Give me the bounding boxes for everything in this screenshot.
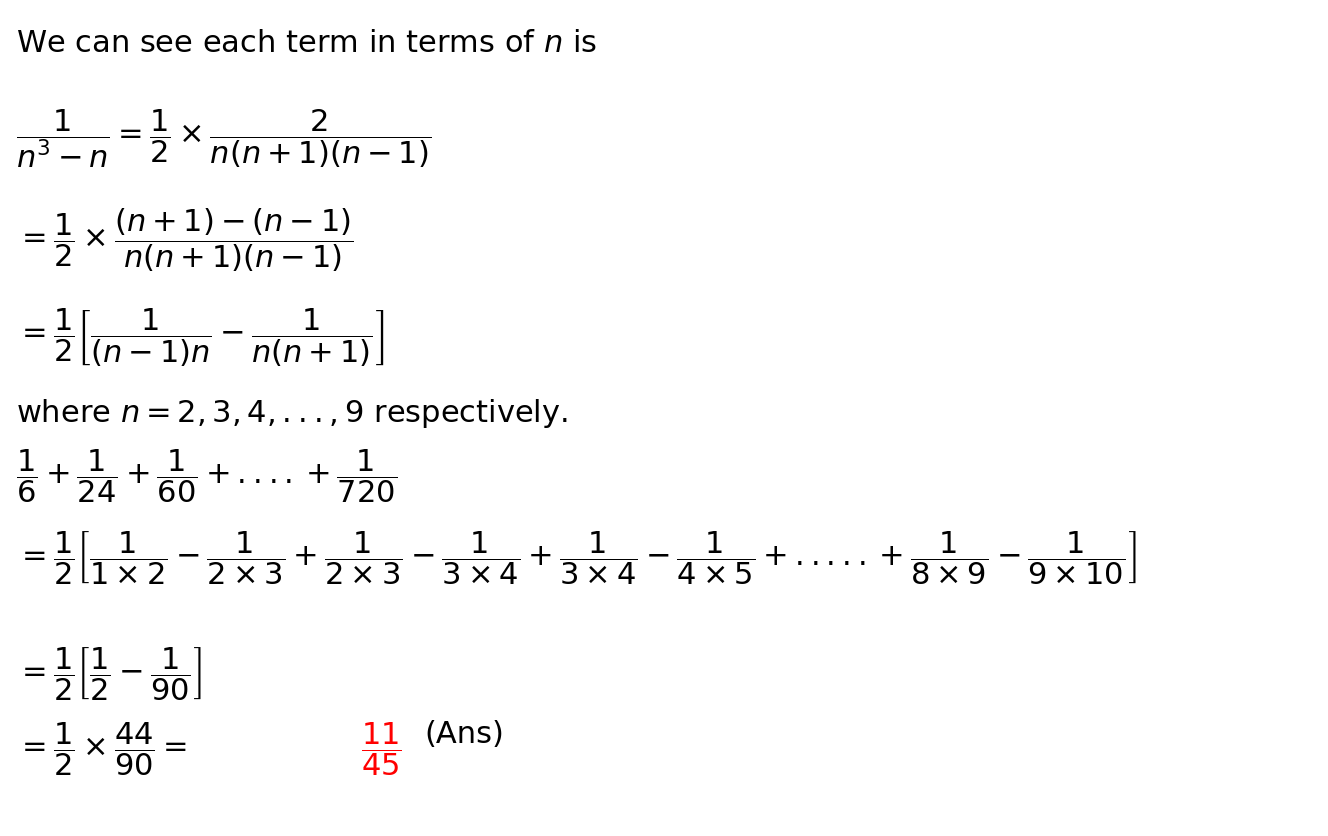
- Text: $= \dfrac{1}{2} \times \dfrac{44}{90} = $: $= \dfrac{1}{2} \times \dfrac{44}{90} = …: [16, 720, 187, 777]
- Text: $= \dfrac{1}{2}\left[\dfrac{1}{1\times 2} - \dfrac{1}{2\times 3} + \dfrac{1}{2\t: $= \dfrac{1}{2}\left[\dfrac{1}{1\times 2…: [16, 530, 1137, 587]
- Text: $= \dfrac{1}{2}\left[\dfrac{1}{2} - \dfrac{1}{90}\right]$: $= \dfrac{1}{2}\left[\dfrac{1}{2} - \dfr…: [16, 645, 203, 703]
- Text: We can see each term in terms of $n$ is: We can see each term in terms of $n$ is: [16, 29, 598, 58]
- Text: (Ans): (Ans): [425, 720, 505, 749]
- Text: $\dfrac{11}{45}$: $\dfrac{11}{45}$: [361, 720, 402, 777]
- Text: $= \dfrac{1}{2}\left[\dfrac{1}{(n-1)n} - \dfrac{1}{n(n+1)}\right]$: $= \dfrac{1}{2}\left[\dfrac{1}{(n-1)n} -…: [16, 306, 385, 369]
- Text: $= \dfrac{1}{2} \times \dfrac{(n+1)-(n-1)}{n(n+1)(n-1)}$: $= \dfrac{1}{2} \times \dfrac{(n+1)-(n-1…: [16, 207, 353, 274]
- Text: $\dfrac{1}{n^3 - n} = \dfrac{1}{2} \times \dfrac{2}{n(n+1)(n-1)}$: $\dfrac{1}{n^3 - n} = \dfrac{1}{2} \time…: [16, 108, 432, 171]
- Text: $\dfrac{1}{6} + \dfrac{1}{24} + \dfrac{1}{60} + .... + \dfrac{1}{720}$: $\dfrac{1}{6} + \dfrac{1}{24} + \dfrac{1…: [16, 447, 397, 504]
- Text: where $n = 2, 3, 4,..., 9$ respectively.: where $n = 2, 3, 4,..., 9$ respectively.: [16, 397, 568, 431]
